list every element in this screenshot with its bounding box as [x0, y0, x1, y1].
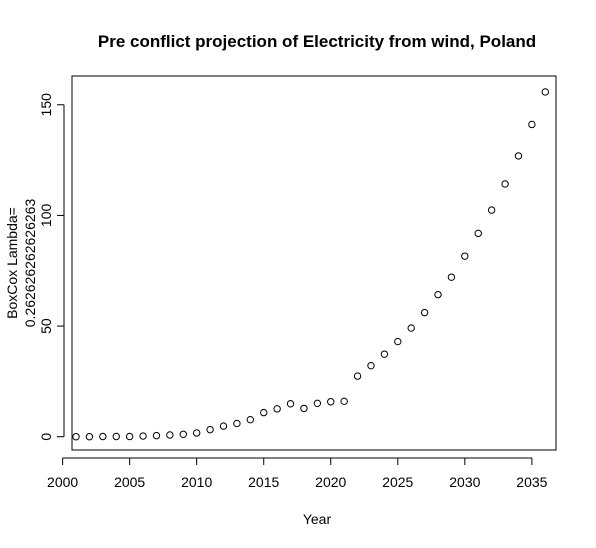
data-point [125, 432, 134, 441]
data-point [420, 308, 429, 317]
data-point [434, 290, 442, 299]
data-point [206, 425, 214, 434]
data-point [219, 422, 228, 430]
data-point [192, 429, 201, 437]
y-tick-label: 0 [38, 433, 54, 441]
y-axis-label-line-1: BoxCox Lambda= [4, 207, 20, 319]
data-point [112, 432, 120, 441]
x-tick-label: 2015 [248, 474, 279, 490]
data-point [246, 415, 255, 424]
y-axis-label-line-2: 0.262626262626263 [22, 199, 38, 328]
data-point [313, 399, 322, 408]
x-axis: 2000 2005 2010 2015 2020 2025 2030 2035 [47, 457, 548, 490]
data-point [273, 405, 281, 413]
x-tick-label: 2010 [181, 474, 212, 490]
plot-frame [71, 75, 557, 451]
data-point [367, 361, 375, 370]
data-point [179, 430, 187, 438]
data-point [528, 120, 536, 129]
data-point [152, 431, 161, 440]
data-point [447, 273, 456, 281]
x-axis-label: Year [303, 511, 332, 527]
y-tick-label: 150 [38, 93, 54, 117]
data-point [461, 252, 469, 260]
y-tick-label: 50 [38, 318, 54, 334]
x-tick-label: 2005 [114, 474, 145, 490]
data-point [233, 419, 241, 428]
x-tick-label: 2025 [382, 474, 413, 490]
x-tick-label: 2030 [449, 474, 480, 490]
data-point [166, 431, 174, 439]
data-points [72, 88, 549, 441]
data-point [99, 432, 107, 441]
y-axis-label: BoxCox Lambda= 0.262626262626263 [4, 199, 38, 328]
x-tick-label: 2020 [315, 474, 346, 490]
data-point [260, 408, 268, 417]
x-tick-label: 2000 [47, 474, 78, 490]
y-axis: 0 50 100 150 [38, 93, 65, 441]
data-point [353, 372, 362, 380]
data-point [286, 400, 295, 408]
data-point [487, 206, 496, 214]
data-point [474, 229, 482, 238]
data-point [139, 432, 147, 440]
data-point [541, 88, 549, 96]
data-point [380, 350, 389, 358]
data-point [85, 433, 94, 441]
data-point [407, 324, 415, 332]
data-point [501, 180, 509, 188]
y-tick-label: 100 [38, 204, 54, 228]
data-point [327, 398, 335, 406]
data-point [340, 397, 348, 406]
x-tick-label: 2035 [516, 474, 547, 490]
data-point [72, 433, 80, 441]
data-point [394, 337, 402, 346]
chart-title: Pre conflict projection of Electricity f… [98, 32, 536, 51]
data-point [300, 404, 308, 413]
data-point [514, 152, 523, 160]
